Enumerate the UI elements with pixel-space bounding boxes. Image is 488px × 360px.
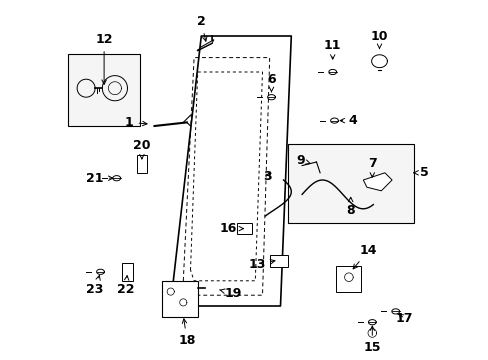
Text: 10: 10 [370,30,387,49]
Text: 6: 6 [266,73,275,92]
Text: 2: 2 [197,15,206,41]
Bar [68,54,140,126]
Text: 23: 23 [86,275,103,296]
Text: 12: 12 [95,33,113,84]
Bar [269,255,287,267]
Text: 14: 14 [352,244,377,269]
Bar [162,281,197,317]
Text: 22: 22 [117,276,134,296]
Text: 3: 3 [263,170,272,183]
Text: 7: 7 [367,157,376,177]
Bar [122,263,133,281]
Text: 17: 17 [395,312,413,325]
Text: 4: 4 [340,114,356,127]
Text: 21: 21 [86,172,113,185]
Text: 20: 20 [133,139,150,159]
Polygon shape [363,173,391,191]
Text: 18: 18 [178,319,195,347]
Text: 19: 19 [219,287,242,300]
Bar [136,155,147,173]
Bar [287,144,413,223]
Text: 5: 5 [413,166,428,179]
Text: 1: 1 [124,116,147,129]
Text: 16: 16 [219,222,243,235]
Bar [237,223,251,234]
Text: 11: 11 [323,39,341,59]
Text: 15: 15 [363,326,380,354]
Polygon shape [197,40,213,50]
Text: 8: 8 [346,197,354,217]
Text: 9: 9 [295,154,310,167]
Text: 13: 13 [248,258,274,271]
Bar [336,266,361,292]
